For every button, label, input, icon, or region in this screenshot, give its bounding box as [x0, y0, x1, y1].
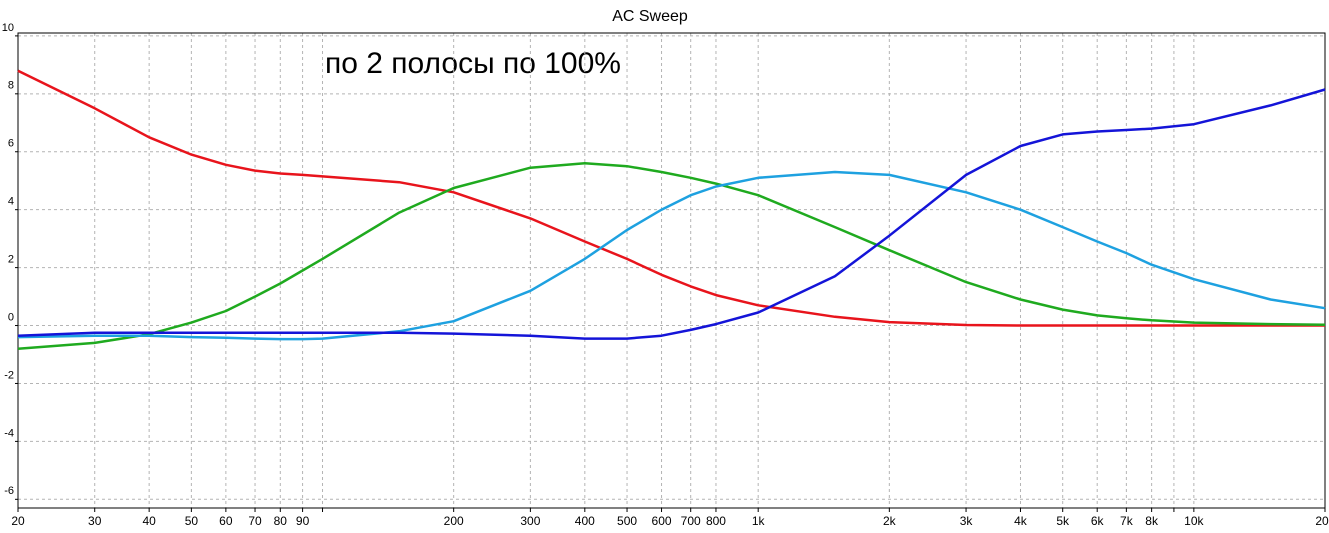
plot-frame	[17, 32, 1326, 509]
x-tick-label: 3k	[960, 514, 974, 528]
x-tick-label: 4k	[1014, 514, 1028, 528]
x-tick-label: 8k	[1145, 514, 1159, 528]
y-tick-label: 6	[8, 138, 14, 150]
y-tick-label: 2	[8, 254, 14, 266]
x-tick-label: 500	[617, 514, 637, 528]
y-tick-label: 10	[2, 22, 14, 34]
y-tick-label: -6	[4, 485, 14, 497]
x-tick-label: 7k	[1120, 514, 1134, 528]
x-tick-label: 60	[219, 514, 233, 528]
y-tick-label: 8	[8, 80, 14, 92]
x-tick-label: 2k	[883, 514, 897, 528]
series-line	[17, 162, 1326, 350]
x-tick-label: 600	[652, 514, 672, 528]
x-tick-label: 1k	[752, 514, 766, 528]
x-tick-label: 400	[575, 514, 595, 528]
x-tick-label: 40	[142, 514, 156, 528]
x-tick-label: 800	[706, 514, 726, 528]
x-tick-label: 20k	[1315, 514, 1329, 528]
x-tick-label: 5k	[1056, 514, 1070, 528]
y-tick-label: -4	[4, 427, 14, 439]
chart-title: AC Sweep	[612, 8, 688, 25]
series-line	[17, 69, 1325, 327]
y-tick-label: 0	[8, 311, 14, 323]
x-tick-label: 80	[274, 514, 288, 528]
x-tick-label: 30	[88, 514, 102, 528]
x-tick-label: 300	[520, 514, 540, 528]
series-line	[17, 170, 1326, 341]
series-line	[17, 88, 1326, 340]
x-tick-label: 90	[296, 514, 310, 528]
x-tick-label: 200	[444, 514, 464, 528]
x-tick-label: 20	[11, 514, 25, 528]
y-tick-label: -2	[4, 369, 14, 381]
x-tick-label: 700	[681, 514, 701, 528]
x-tick-label: 50	[185, 514, 199, 528]
x-tick-label: 6k	[1091, 514, 1105, 528]
annotation: по 2 полосы по 100%	[325, 47, 621, 80]
x-tick-label: 10k	[1184, 514, 1204, 528]
x-tick-label: 70	[248, 514, 262, 528]
y-tick-label: 4	[8, 196, 14, 208]
